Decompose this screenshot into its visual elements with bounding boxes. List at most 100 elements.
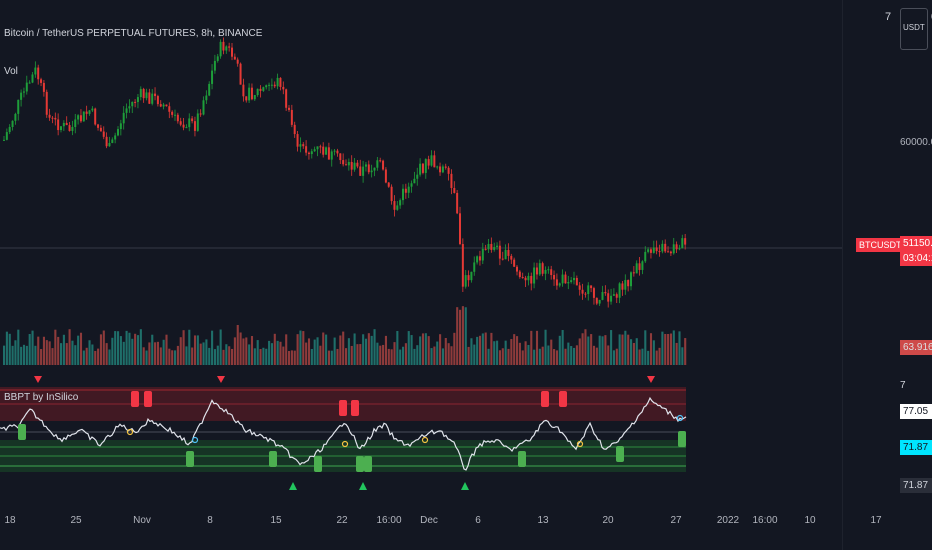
volume-bar [322, 332, 325, 365]
candle-body [191, 118, 194, 122]
volume-bar [564, 348, 567, 365]
volume-bar [567, 342, 570, 365]
candle-body [547, 269, 550, 271]
volume-bar [590, 334, 593, 365]
candle-body [37, 67, 40, 80]
candle-body [125, 108, 128, 113]
volume-bar [547, 345, 550, 365]
candle-body [193, 121, 196, 131]
volume-bar [5, 331, 8, 365]
volume-bar [310, 348, 313, 365]
candle-body [447, 167, 450, 174]
candle-body [507, 249, 510, 256]
time-axis-label: 16:00 [376, 515, 402, 526]
volume-bar [296, 334, 299, 365]
volume-bar [447, 343, 450, 365]
volume-bar [678, 331, 681, 365]
candle-body [31, 74, 34, 83]
candle-body [202, 100, 205, 115]
candle-body [410, 183, 413, 187]
volume-bar [333, 337, 336, 365]
candle-body [242, 84, 245, 97]
time-axis-label: 10 [804, 515, 816, 526]
volume-bar [461, 306, 464, 365]
volume-bar [444, 337, 447, 365]
volume-bar [530, 330, 533, 365]
candle-body [188, 118, 191, 128]
oscillator-pane [0, 376, 687, 490]
volume-bar [421, 333, 425, 365]
candle-body [216, 56, 219, 61]
volume-bar [624, 330, 627, 365]
candle-body [239, 63, 242, 85]
volume-bar [242, 338, 245, 365]
volume-bar [353, 333, 356, 365]
currency-selector[interactable]: 7 USDT 0 [885, 8, 932, 50]
candle-body [444, 166, 447, 168]
volume-bar [171, 350, 174, 365]
volume-bar [42, 336, 45, 365]
volume-bar [350, 345, 353, 365]
candle-body [367, 164, 370, 173]
volume-bar [413, 348, 416, 365]
candle-body [384, 169, 387, 183]
candle-body [74, 119, 77, 127]
candle-body [430, 155, 433, 166]
candle-body [510, 255, 513, 260]
volume-bar [359, 344, 362, 365]
volume-bar [384, 335, 387, 365]
volume-bar [638, 349, 641, 365]
volume-bar [231, 348, 234, 365]
volume-bar [501, 348, 504, 365]
volume-bar [31, 330, 34, 365]
candle-body [493, 247, 496, 250]
indicator-legend[interactable]: BBPT by InSilico [4, 392, 79, 403]
volume-bar [119, 336, 122, 365]
volume-bars [3, 306, 687, 365]
volume-legend[interactable]: Vol [4, 66, 18, 77]
volume-bar [356, 344, 359, 365]
crossover-dot [421, 436, 429, 444]
candle-body [28, 82, 31, 84]
candle-body [638, 263, 641, 270]
time-axis-label: 25 [70, 515, 82, 526]
volume-bar [51, 348, 54, 365]
volume-bar [179, 337, 182, 365]
volume-bar [151, 334, 154, 365]
candle-body [265, 85, 268, 88]
sell-signal-label [339, 400, 347, 416]
candle-body [313, 149, 316, 152]
volume-bar [316, 337, 319, 365]
volume-bar [621, 334, 624, 365]
candle-body [145, 92, 148, 99]
volume-bar [667, 333, 670, 365]
candle-body [587, 285, 590, 295]
candle-body [5, 132, 8, 140]
volume-bar [11, 345, 14, 365]
volume-bar [587, 336, 590, 365]
symbol-title[interactable]: Bitcoin / TetherUS PERPETUAL FUTURES, 8h… [4, 28, 263, 39]
volume-bar [136, 335, 140, 365]
candle-body [541, 263, 544, 274]
sell-triangle-marker [647, 376, 655, 383]
candle-body [233, 56, 236, 60]
volume-bar [684, 338, 687, 365]
candle-body [34, 67, 37, 75]
volume-bar [216, 345, 219, 365]
candle-body [550, 269, 553, 276]
volume-bar [68, 329, 71, 365]
candle-body [94, 108, 97, 125]
candle-body [45, 91, 48, 115]
price-axis[interactable] [842, 0, 932, 550]
candle-body [553, 275, 556, 280]
sell-signal-label [559, 391, 567, 407]
candle-body [222, 41, 225, 51]
currency-top: 7 [885, 11, 892, 23]
candle-body [250, 87, 253, 100]
volume-bar [313, 339, 316, 365]
candle-body [518, 271, 521, 278]
volume-bar [174, 350, 177, 365]
candle-body [128, 106, 131, 109]
crossover-dot [126, 428, 134, 436]
